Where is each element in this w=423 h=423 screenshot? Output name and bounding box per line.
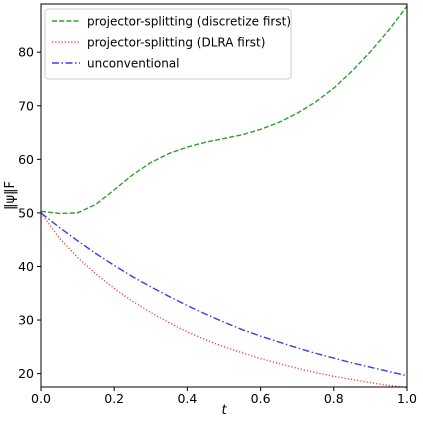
legend-label-3: unconventional [87, 57, 180, 71]
y-tick-label: 80 [18, 45, 34, 60]
legend-label-1: projector-splitting (discretize first) [87, 15, 291, 29]
series-line-1 [40, 5, 408, 215]
legend-label-2: projector-splitting (DLRA first) [87, 36, 265, 50]
legend: projector-splitting (discretize first) pr… [44, 8, 292, 80]
y-tick-label: 70 [18, 98, 34, 113]
y-tick-label: 60 [18, 152, 34, 167]
series-line-3 [40, 212, 408, 377]
plot-frame [40, 3, 408, 388]
y-tick-label: 30 [18, 313, 34, 328]
x-tick-label: 1.0 [397, 391, 417, 406]
x-tick-label: 0.4 [177, 391, 197, 406]
y-tick-label: 20 [18, 366, 34, 381]
x-tick-label: 0.0 [31, 391, 51, 406]
y-axis-label: ‖ψ‖F [3, 181, 18, 210]
y-tick-label: 50 [18, 205, 34, 220]
y-axis-ticks: 20 30 40 50 60 70 80 [18, 45, 41, 381]
series-layer [40, 5, 408, 389]
y-tick-label: 40 [18, 259, 34, 274]
x-tick-label: 0.6 [251, 391, 271, 406]
legend-box [44, 8, 292, 80]
x-tick-label: 0.8 [324, 391, 344, 406]
x-tick-label: 0.2 [104, 391, 124, 406]
x-axis-ticks: 0.0 0.2 0.4 0.6 0.8 1.0 [31, 387, 417, 406]
x-axis-label: t [221, 403, 227, 418]
series-line-2 [40, 212, 408, 389]
